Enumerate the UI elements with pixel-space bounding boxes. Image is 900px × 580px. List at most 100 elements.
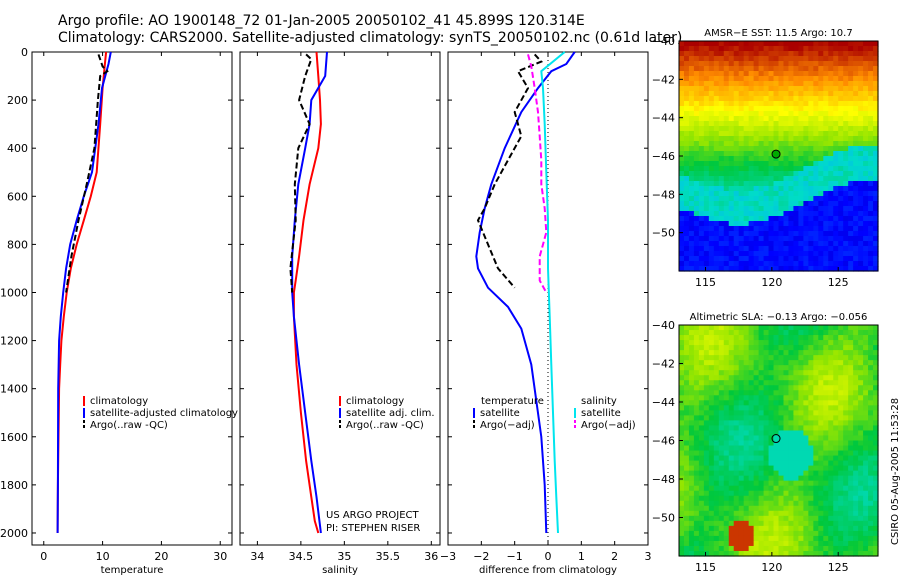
map-cell	[698, 415, 705, 422]
map-cell	[748, 256, 755, 262]
map-cell	[718, 380, 725, 386]
map-cell	[708, 545, 715, 552]
map-cell	[858, 350, 864, 356]
map-cell	[773, 111, 780, 117]
map-cell	[843, 136, 849, 142]
map-cell	[868, 221, 874, 227]
map-cell	[679, 400, 685, 406]
map-cell	[748, 136, 755, 142]
map-cell	[813, 201, 819, 207]
map-cell	[838, 435, 844, 442]
map-cell	[823, 161, 829, 167]
map-cell	[763, 480, 770, 487]
map-cell	[808, 405, 814, 411]
map-cell	[808, 465, 814, 472]
map-cell	[843, 425, 849, 432]
map-cell	[688, 450, 695, 457]
map-cell	[783, 101, 790, 107]
map-cell	[788, 405, 795, 411]
map-cell	[808, 231, 814, 237]
map-cell	[873, 146, 879, 152]
map-cell	[708, 266, 715, 272]
map-cell	[783, 171, 790, 177]
map-cell	[868, 475, 874, 482]
map-cell	[868, 51, 874, 57]
map-cell	[688, 505, 695, 512]
map-cell	[773, 51, 780, 57]
map-cell	[768, 146, 775, 152]
map-cell	[788, 61, 795, 67]
map-cell	[783, 430, 790, 437]
map-cell	[828, 435, 834, 442]
map-cell	[748, 475, 755, 482]
map-cell	[763, 116, 770, 122]
map-cell	[743, 530, 750, 537]
map-cell	[768, 156, 775, 162]
map-cell	[718, 365, 725, 371]
map-cell	[728, 226, 735, 232]
map-cell	[863, 101, 869, 107]
map-cell	[693, 520, 700, 527]
map-cell	[758, 550, 765, 557]
map-cell	[753, 535, 760, 542]
map-cell	[773, 196, 780, 202]
map-cell	[723, 191, 730, 197]
map-cell	[788, 246, 795, 252]
map-cell	[713, 131, 720, 137]
map-cell	[748, 535, 755, 542]
map-cell	[728, 330, 735, 336]
map-cell	[679, 370, 685, 376]
map-cell	[763, 385, 770, 391]
map-cell	[808, 425, 814, 432]
map-cell	[803, 131, 809, 137]
map-cell	[873, 445, 879, 452]
map-cell	[768, 475, 775, 482]
map-cell	[798, 520, 804, 527]
map-cell	[803, 236, 809, 242]
map-cell	[798, 116, 804, 122]
map-cell	[823, 116, 829, 122]
map-cell	[763, 246, 770, 252]
map-cell	[853, 345, 859, 351]
map-cell	[783, 161, 790, 167]
map-cell	[848, 495, 854, 502]
x-tick-label: −1	[507, 550, 523, 563]
map-cell	[688, 355, 695, 361]
map-cell	[738, 51, 745, 57]
map-cell	[868, 261, 874, 267]
map-cell	[843, 91, 849, 97]
map-cell	[813, 206, 819, 212]
map-cell	[818, 166, 824, 172]
map-cell	[738, 131, 745, 137]
map-cell	[693, 141, 700, 147]
map-cell	[679, 465, 685, 472]
map-cell	[793, 490, 799, 497]
map-cell	[843, 186, 849, 192]
map-cell	[778, 131, 785, 137]
map-cell	[743, 525, 750, 532]
map-cell	[723, 96, 730, 102]
map-cell	[833, 56, 839, 62]
map-cell	[768, 450, 775, 457]
map-cell	[713, 201, 720, 207]
map-cell	[728, 505, 735, 512]
map-cell	[788, 96, 795, 102]
map-cell	[763, 460, 770, 467]
map-cell	[803, 420, 809, 427]
map-cell	[843, 400, 849, 406]
map-cell	[688, 41, 695, 47]
map-cell	[683, 440, 690, 447]
map-cell	[718, 505, 725, 512]
map-cell	[868, 266, 874, 272]
map-cell	[758, 410, 765, 416]
map-cell	[693, 515, 700, 522]
map-cell	[693, 375, 700, 381]
map-cell	[743, 345, 750, 351]
map-cell	[828, 440, 834, 447]
map-cell	[683, 435, 690, 442]
map-cell	[793, 251, 799, 257]
map-cell	[679, 345, 685, 351]
map-cell	[763, 171, 770, 177]
map-cell	[803, 365, 809, 371]
map-cell	[858, 400, 864, 406]
